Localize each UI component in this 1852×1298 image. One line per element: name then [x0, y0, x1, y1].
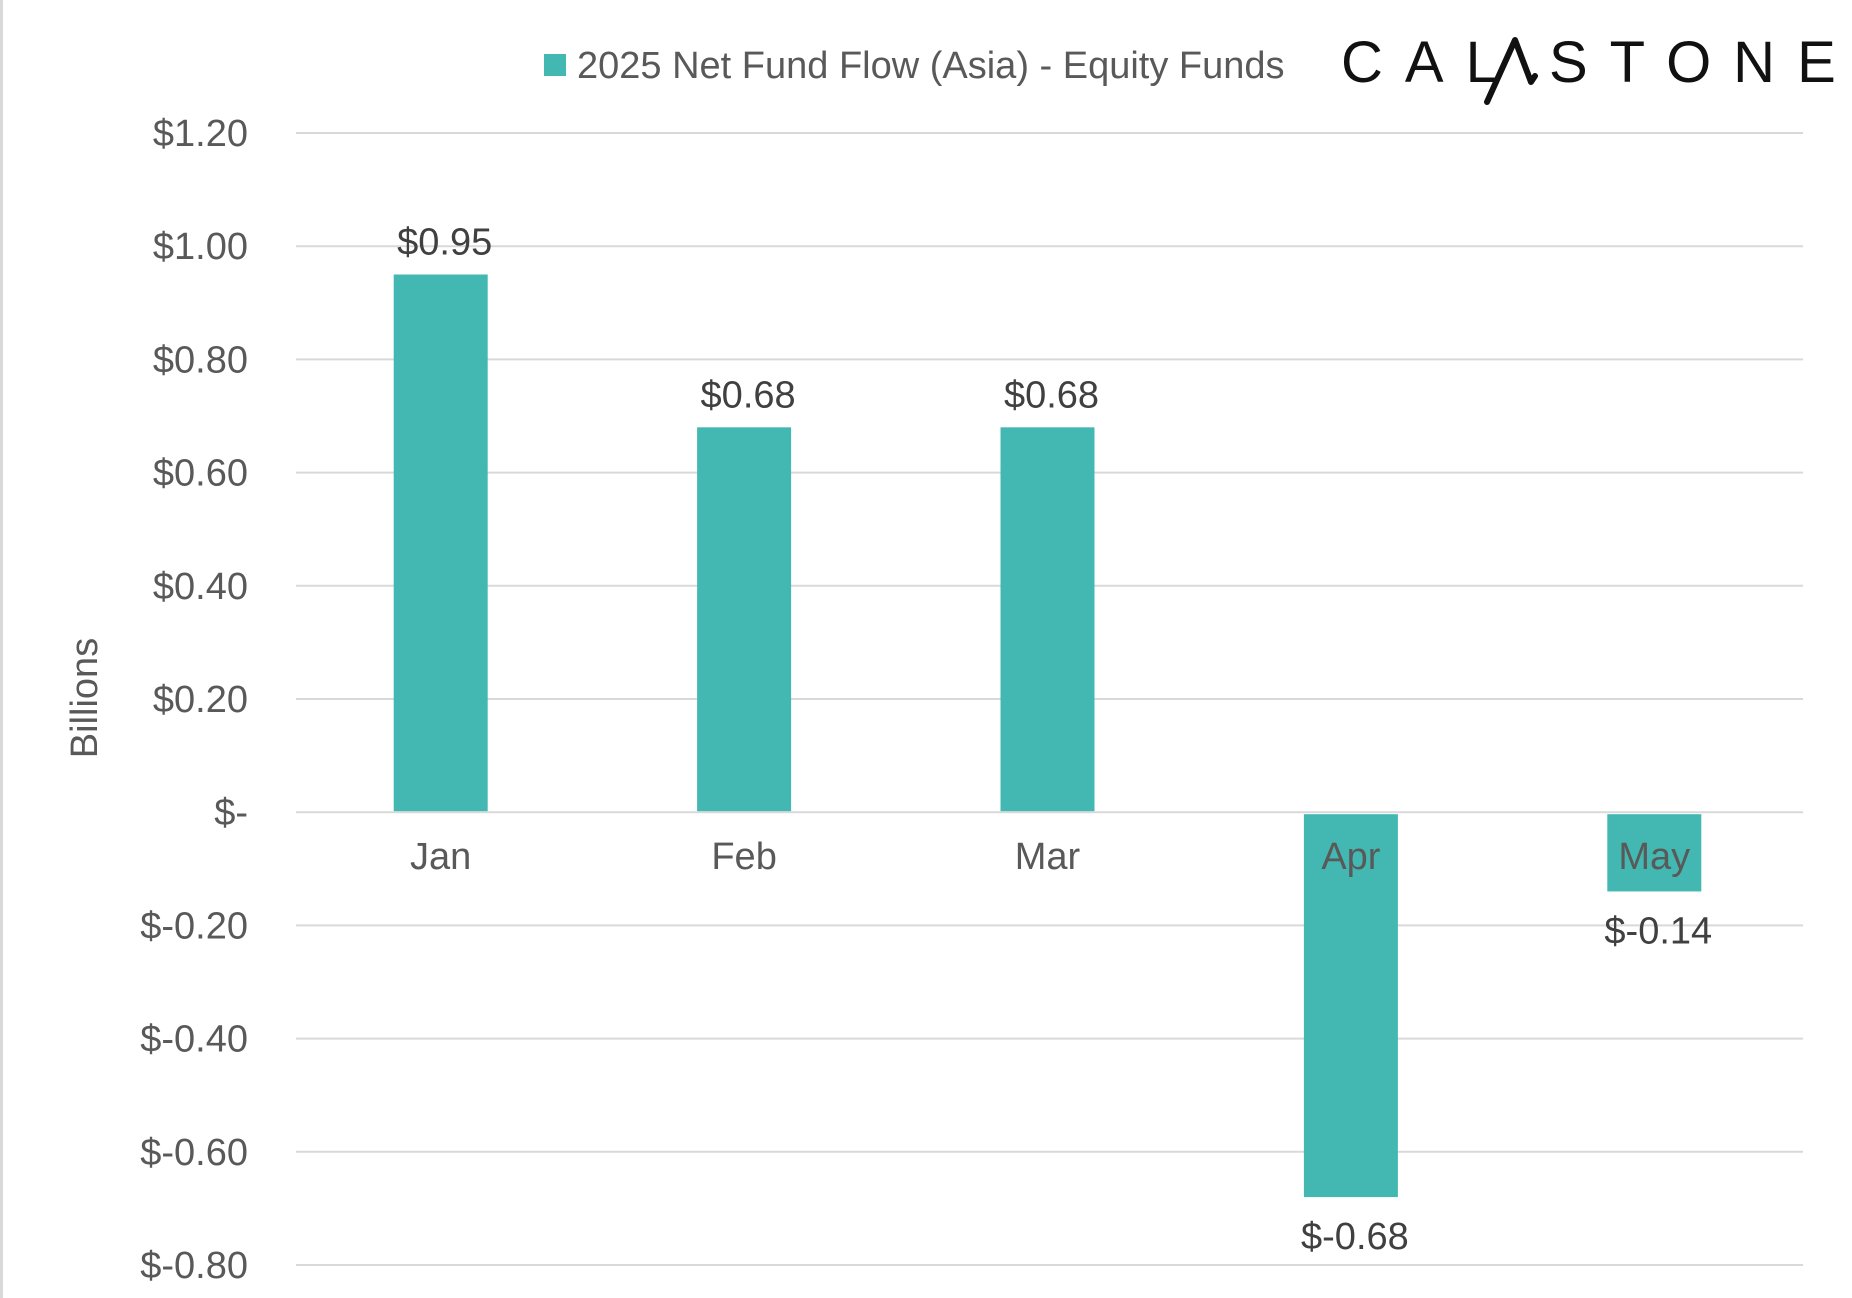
bar — [697, 427, 792, 812]
y-tick-label: $-0.80 — [140, 1245, 248, 1287]
calastone-logo: CAL STONE — [1341, 30, 1852, 105]
y-tick-label: $0.20 — [153, 679, 248, 721]
bar — [393, 274, 488, 812]
x-category-label: Jan — [410, 836, 471, 878]
bar — [1303, 814, 1398, 1198]
y-tick-label: $-0.40 — [140, 1019, 248, 1061]
bar-chart: $1.20 $1.00 $0.80 $0.60 $0.40 $0.20 $- $-0.20 $-… — [64, 30, 1852, 1287]
logo-mark — [1484, 37, 1538, 105]
x-category-label: Apr — [1321, 836, 1380, 878]
bar — [1000, 427, 1095, 812]
y-tick-label: $0.60 — [153, 453, 248, 495]
legend-label: 2025 Net Fund Flow (Asia) - Equity Funds — [577, 45, 1285, 87]
y-axis-ticks: $1.20 $1.00 $0.80 $0.60 $0.40 $0.20 $- $-0.20 $-… — [140, 113, 248, 1287]
x-axis-categories: Jan Feb Mar Apr May — [410, 836, 1690, 878]
data-label: $-0.14 — [1604, 910, 1712, 952]
y-tick-label: $0.80 — [153, 339, 248, 381]
legend-swatch — [544, 54, 566, 76]
legend: 2025 Net Fund Flow (Asia) - Equity Funds — [544, 45, 1285, 87]
data-label: $0.68 — [701, 374, 796, 416]
data-label: $-0.68 — [1301, 1216, 1409, 1258]
x-category-label: Mar — [1015, 836, 1081, 878]
y-tick-label: $-0.20 — [140, 905, 248, 947]
y-axis-title: Billions — [64, 638, 106, 758]
logo-text-right: STONE — [1549, 30, 1852, 95]
y-tick-label: $1.00 — [153, 226, 248, 268]
y-tick-label: $1.20 — [153, 113, 248, 155]
bar — [1607, 814, 1702, 892]
bars — [393, 274, 1702, 1198]
x-category-label: May — [1618, 836, 1690, 878]
logo-text-left: CAL — [1341, 30, 1520, 95]
data-labels: $0.95 $0.68 $0.68 $-0.68 $-0.14 — [397, 222, 1712, 1259]
y-tick-label: $-0.60 — [140, 1132, 248, 1174]
y-tick-label: $- — [214, 792, 248, 834]
data-label: $0.95 — [397, 222, 492, 264]
x-category-label: Feb — [711, 836, 776, 878]
y-tick-label: $0.40 — [153, 566, 248, 608]
data-label: $0.68 — [1004, 374, 1099, 416]
